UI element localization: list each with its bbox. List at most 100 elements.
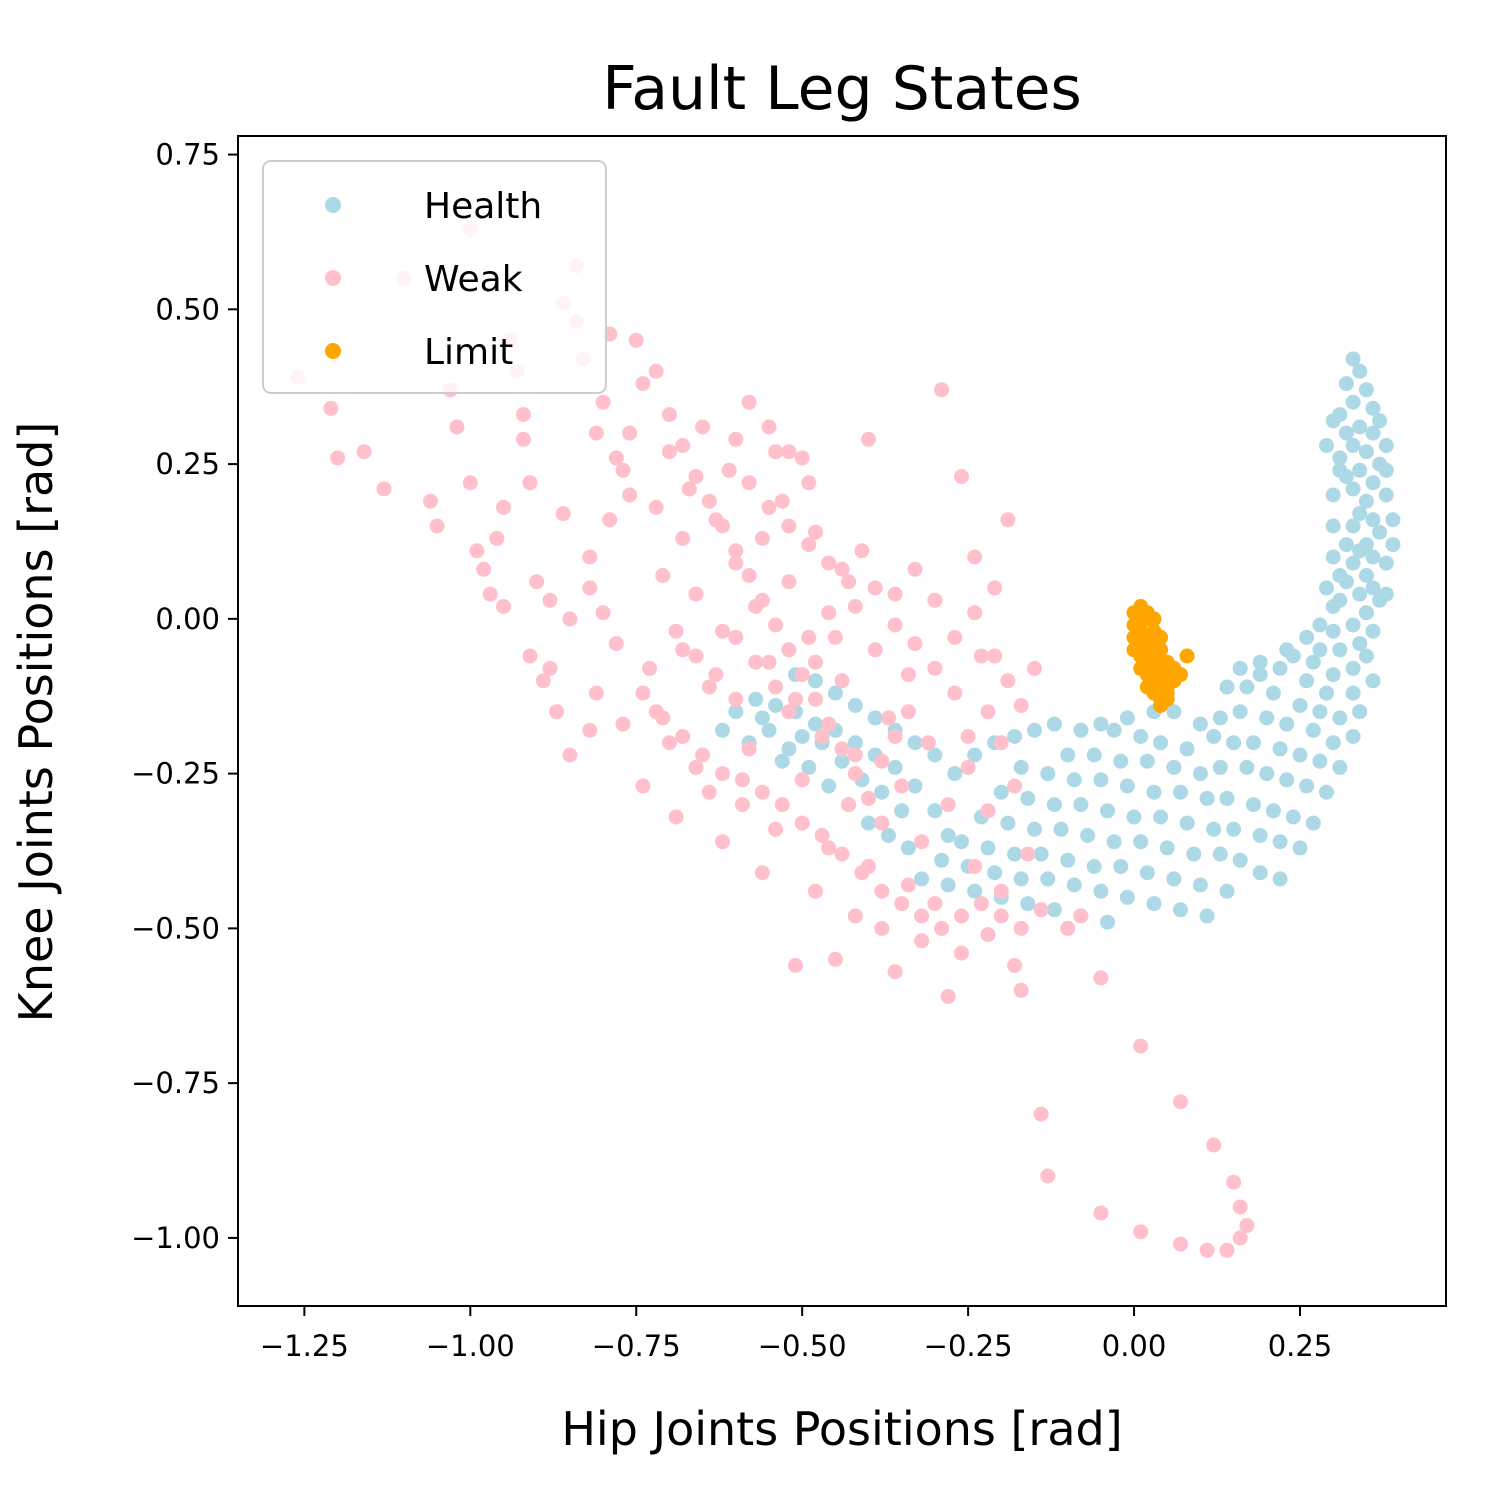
point-weak-137 xyxy=(1093,1205,1109,1221)
point-health-55 xyxy=(1312,704,1328,720)
point-health-208 xyxy=(1338,537,1354,553)
point-health-123 xyxy=(1159,840,1175,856)
y-tick-label: −1.00 xyxy=(131,1221,220,1255)
point-health-207 xyxy=(1325,549,1341,565)
point-limit-24 xyxy=(1153,698,1169,713)
point-weak-119 xyxy=(973,648,989,664)
point-health-87 xyxy=(1166,759,1182,775)
point-weak-208 xyxy=(980,704,996,720)
point-weak-150 xyxy=(648,363,664,379)
x-tick-label: 0.00 xyxy=(1102,1329,1167,1363)
point-health-212 xyxy=(1332,462,1348,478)
point-health-133 xyxy=(1166,871,1182,887)
point-health-75 xyxy=(1206,729,1222,744)
point-health-0 xyxy=(1345,351,1361,367)
point-health-187 xyxy=(861,815,876,831)
point-limit-33 xyxy=(1179,648,1195,664)
y-tick-label: −0.75 xyxy=(131,1066,220,1100)
point-weak-189 xyxy=(1013,920,1029,936)
point-weak-120 xyxy=(980,803,996,819)
point-weak-106 xyxy=(914,933,930,949)
point-health-62 xyxy=(1305,722,1321,738)
point-health-23 xyxy=(1372,524,1388,540)
point-health-114 xyxy=(1073,797,1089,813)
point-weak-147 xyxy=(1232,1199,1248,1215)
point-health-211 xyxy=(1319,438,1334,453)
point-health-155 xyxy=(1046,902,1062,918)
point-health-147 xyxy=(1066,877,1082,893)
point-weak-25 xyxy=(555,506,571,522)
point-weak-65 xyxy=(734,797,750,813)
point-weak-78 xyxy=(794,772,810,788)
point-weak-186 xyxy=(954,908,969,924)
point-weak-47 xyxy=(655,568,671,583)
point-weak-133 xyxy=(1040,1168,1056,1184)
point-health-178 xyxy=(847,698,863,713)
point-health-127 xyxy=(1053,821,1069,837)
legend: Health Weak Limit xyxy=(262,160,607,394)
point-health-35 xyxy=(1358,605,1374,621)
point-weak-117 xyxy=(967,549,983,565)
point-weak-158 xyxy=(754,592,770,608)
point-health-21 xyxy=(1365,512,1381,528)
point-health-12 xyxy=(1332,450,1348,466)
point-health-182 xyxy=(761,722,777,738)
point-weak-32 xyxy=(582,549,598,565)
point-weak-156 xyxy=(728,543,744,559)
point-weak-122 xyxy=(987,580,1003,596)
point-health-129 xyxy=(1000,815,1016,831)
point-weak-126 xyxy=(1007,778,1023,794)
point-weak-4 xyxy=(376,481,392,497)
x-axis-ticks: −1.25 −1.00 −0.75 −0.50 −0.25 0.00 0.25 xyxy=(260,1306,1332,1363)
point-health-180 xyxy=(808,673,823,689)
point-weak-160 xyxy=(781,642,797,658)
point-health-192 xyxy=(1007,729,1023,744)
point-health-197 xyxy=(1119,710,1135,726)
point-health-177 xyxy=(867,710,883,726)
point-health-185 xyxy=(821,778,837,794)
point-weak-217 xyxy=(781,444,797,460)
point-health-43 xyxy=(1345,660,1361,676)
point-weak-181 xyxy=(854,865,870,881)
point-weak-172 xyxy=(675,729,691,744)
point-health-2 xyxy=(1338,376,1354,392)
point-weak-74 xyxy=(774,493,790,509)
point-weak-219 xyxy=(728,431,744,447)
point-health-206 xyxy=(1332,568,1348,583)
point-health-125 xyxy=(1106,834,1122,850)
point-weak-94 xyxy=(861,431,876,447)
point-health-92 xyxy=(1305,815,1321,831)
point-weak-3 xyxy=(356,444,372,460)
point-weak-166 xyxy=(861,790,876,806)
point-health-17 xyxy=(1345,481,1361,497)
point-weak-165 xyxy=(847,766,863,782)
scatter-points xyxy=(290,221,1401,1258)
point-health-104 xyxy=(1013,759,1029,775)
y-tick-label: −0.25 xyxy=(131,757,220,791)
legend-label-health: Health xyxy=(424,186,542,227)
point-limit-36 xyxy=(1133,660,1149,676)
point-health-6 xyxy=(1365,400,1381,416)
point-weak-123 xyxy=(993,735,1009,751)
point-weak-92 xyxy=(854,543,870,559)
point-health-105 xyxy=(1292,840,1308,856)
point-health-218 xyxy=(1385,537,1401,553)
point-health-179 xyxy=(827,685,843,701)
point-weak-107 xyxy=(920,735,936,751)
point-weak-70 xyxy=(754,530,770,546)
point-health-4 xyxy=(1345,394,1361,410)
point-weak-63 xyxy=(728,691,744,707)
point-limit-27 xyxy=(1146,611,1162,627)
point-weak-61 xyxy=(715,834,730,850)
point-weak-75 xyxy=(781,704,797,720)
point-health-170 xyxy=(768,698,784,713)
point-health-143 xyxy=(1173,902,1188,918)
point-weak-42 xyxy=(635,778,651,794)
point-weak-39 xyxy=(615,462,631,478)
point-weak-121 xyxy=(980,927,996,943)
point-weak-33 xyxy=(588,685,604,701)
point-weak-27 xyxy=(562,747,578,763)
point-limit-32 xyxy=(1173,667,1188,683)
y-tick-label: 0.50 xyxy=(155,292,220,326)
point-health-101 xyxy=(1093,772,1109,788)
